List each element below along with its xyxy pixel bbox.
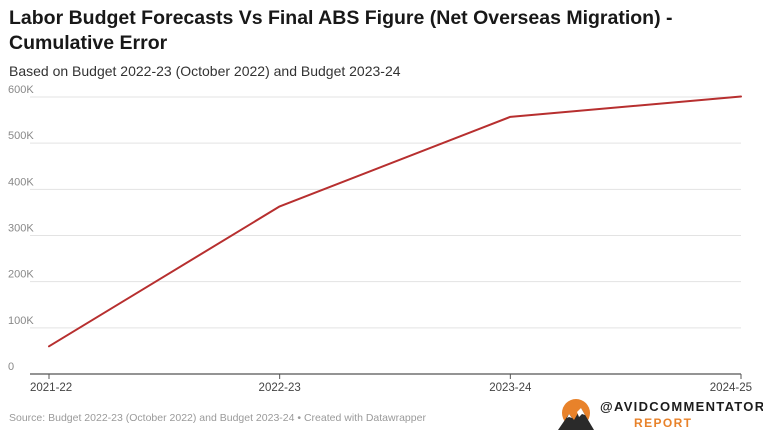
logo-report-text: Report xyxy=(634,416,692,430)
x-tick-label: 2023-24 xyxy=(489,382,532,394)
y-tick-label: 100K xyxy=(8,315,34,327)
x-tick-label: 2021-22 xyxy=(30,382,72,394)
series-layer xyxy=(49,97,741,347)
y-tick-label: 400K xyxy=(8,176,34,188)
y-tick-label: 300K xyxy=(8,223,34,235)
x-tick-label: 2024-25 xyxy=(710,382,752,394)
y-tick-label: 0 xyxy=(8,361,14,373)
y-axis-ticks: 0 100K 200K 300K 400K 500K 600K xyxy=(8,84,34,373)
logo-report-label: Report xyxy=(634,416,692,430)
y-tick-label: 500K xyxy=(8,130,34,142)
x-tick-label: 2022-23 xyxy=(259,382,301,394)
grid-layer xyxy=(30,97,741,374)
y-tick-label: 600K xyxy=(8,84,34,96)
y-tick-label: 200K xyxy=(8,269,34,281)
series-line xyxy=(49,97,741,347)
source-footer: Source: Budget 2022-23 (October 2022) an… xyxy=(9,412,426,424)
logo-handle: @AVIDCOMMENTATOR xyxy=(600,399,763,414)
mountain-sun-icon xyxy=(556,396,596,432)
x-axis-ticks: 2021-22 2022-23 2023-24 2024-25 xyxy=(30,374,752,394)
brand-logo: @AVIDCOMMENTATOR Report xyxy=(556,396,756,432)
